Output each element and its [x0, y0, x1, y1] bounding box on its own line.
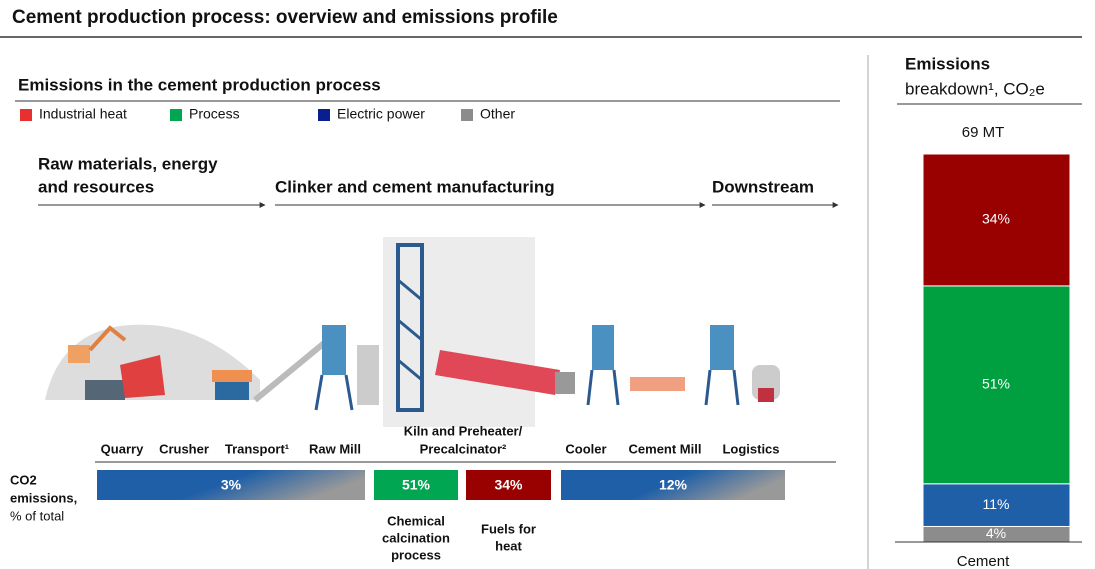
step-label: Raw Mill [309, 441, 361, 456]
step-label: Quarry [101, 441, 144, 456]
emission-note: calcination [382, 530, 450, 545]
legend-swatch [318, 109, 330, 121]
legend-swatch [461, 109, 473, 121]
step-label: Cement Mill [629, 441, 702, 456]
emission-label: 12% [659, 477, 688, 493]
stages: Raw materials, energy and resources Clin… [38, 154, 814, 196]
legend-label: Industrial heat [39, 106, 127, 122]
total-label: 69 MT [962, 124, 1005, 141]
stage-label: and resources [38, 177, 154, 196]
stage-label: Downstream [712, 177, 814, 196]
bar-segment [922, 153, 1071, 287]
legend-swatch [20, 109, 32, 121]
section-title: Emissions in the cement production proce… [18, 75, 381, 94]
emissions-label-line: emissions, [10, 490, 77, 505]
legend-swatch [170, 109, 182, 121]
step-label: Precalcinator² [420, 441, 507, 456]
emissions-label: CO2 emissions, % of total [10, 472, 77, 523]
emission-note: Fuels for [481, 521, 536, 536]
legend: Industrial heat Process Electric power Othe… [20, 106, 515, 122]
emission-bar [97, 470, 365, 500]
emissions-label-line: CO2 [10, 472, 37, 487]
chart: Emissions breakdown¹, CO₂e 69 MT 4% 11% 51% 34… [895, 54, 1082, 569]
value-label: 51% [982, 376, 1010, 392]
emission-bar [374, 470, 458, 500]
page-title: Cement production process: overview and … [12, 7, 558, 28]
bar-segment [922, 285, 1071, 485]
bar-segment [922, 483, 1071, 527]
emission-label: 34% [494, 477, 523, 493]
step-label: Kiln and Preheater/ [404, 423, 523, 438]
emission-note: Chemical [387, 513, 445, 528]
value-label: 4% [986, 525, 1006, 541]
step-label: Logistics [722, 441, 779, 456]
stage-label: Clinker and cement manufacturing [275, 177, 555, 196]
legend-label: Other [480, 106, 515, 122]
emission-label: 3% [221, 477, 242, 493]
value-label: 34% [982, 211, 1010, 227]
emission-note: process [391, 547, 441, 562]
emission-bar [466, 470, 551, 500]
legend-label: Electric power [337, 106, 425, 122]
value-label: 11% [983, 496, 1010, 512]
illustration [45, 237, 780, 427]
emission-bar [561, 470, 785, 500]
emission-note: heat [495, 538, 522, 553]
step-label: Cooler [565, 441, 606, 456]
emission-label: 51% [402, 477, 431, 493]
step-labels: Quarry Crusher Transport¹ Raw Mill Kiln … [101, 423, 780, 456]
chart-title: breakdown¹, CO₂e [905, 79, 1045, 98]
emissions-label-line: % of total [10, 508, 64, 523]
legend-label: Process [189, 106, 240, 122]
x-tick-label: Cement [957, 553, 1010, 569]
step-label: Crusher [159, 441, 209, 456]
step-label: Transport¹ [225, 441, 289, 456]
emission-bars: 3% 51% Chemical calcination process 34% Fuels … [97, 470, 785, 562]
chart-title: Emissions [905, 54, 990, 73]
stage-label: Raw materials, energy [38, 154, 218, 173]
